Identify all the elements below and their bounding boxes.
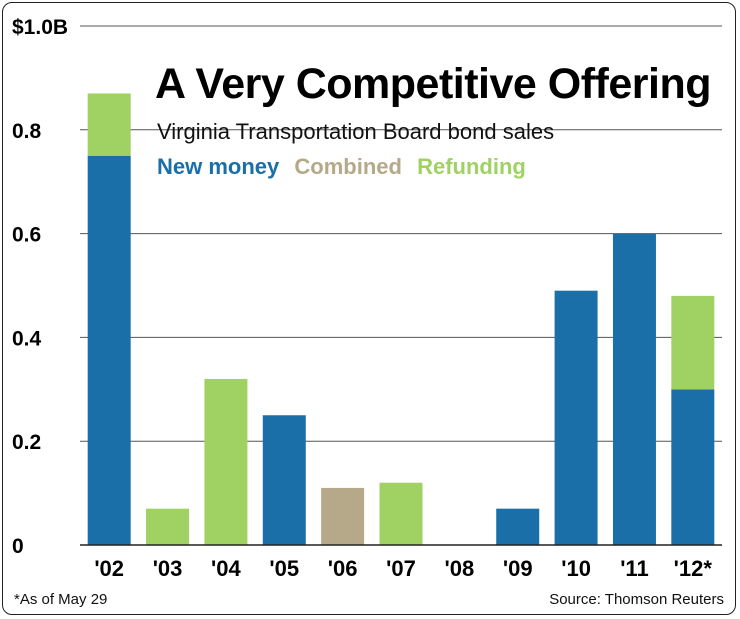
bar-segment (87, 93, 131, 156)
bar-segment (262, 415, 306, 545)
y-tick-label: 0.6 (12, 224, 41, 247)
legend-new-money: New money (157, 154, 280, 179)
legend-combined: Combined (294, 154, 402, 179)
bar-segment (204, 378, 248, 545)
x-tick-label: '07 (386, 556, 416, 581)
legend: New money Combined Refunding (157, 154, 535, 180)
bar-segment (496, 508, 540, 545)
bar-segment (146, 508, 190, 545)
y-tick-label: 0.2 (12, 431, 41, 454)
bar-segment (612, 233, 656, 545)
x-tick-label: '11 (620, 556, 649, 581)
x-tick-label: '04 (211, 556, 241, 581)
x-tick-label: '02 (94, 556, 124, 581)
bar-segment (379, 482, 423, 545)
bar-segment (554, 290, 598, 545)
footnote: *As of May 29 (14, 591, 108, 608)
chart-title: A Very Competitive Offering (155, 60, 711, 108)
bar-segment (671, 389, 715, 545)
x-tick-label: '09 (503, 556, 533, 581)
x-tick-label: '05 (269, 556, 299, 581)
y-tick-label: 0.4 (12, 327, 42, 350)
x-tick-label: '06 (328, 556, 358, 581)
legend-refunding: Refunding (417, 154, 526, 179)
bar-segment (321, 487, 365, 545)
y-tick-label: 0.8 (12, 120, 42, 143)
x-tick-label: '10 (561, 556, 591, 581)
y-tick-label: 0 (12, 535, 24, 558)
bar-segment (671, 295, 715, 390)
source-note: Source: Thomson Reuters (549, 591, 724, 608)
chart-subtitle: Virginia Transportation Board bond sales (157, 119, 555, 144)
y-tick-label: $1.0B (12, 16, 68, 39)
bar-segment (87, 155, 131, 545)
x-tick-label: '12* (674, 556, 713, 581)
x-tick-label: '08 (445, 556, 475, 581)
x-tick-label: '03 (153, 556, 183, 581)
